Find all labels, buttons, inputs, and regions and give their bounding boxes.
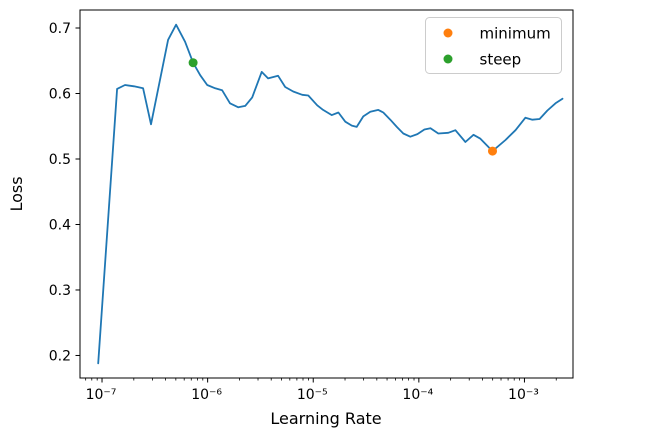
legend-box <box>425 17 562 74</box>
y-tick-label: 0.3 <box>49 283 71 299</box>
x-tick-label: 10⁻⁷ <box>86 387 117 403</box>
plot-border <box>79 9 574 379</box>
y-tick-label: 0.4 <box>49 217 71 233</box>
y-tick-label: 0.5 <box>49 152 71 168</box>
loss-curve <box>97 23 564 365</box>
x-tick-label: 10⁻⁵ <box>297 387 328 403</box>
y-tick-label: 0.7 <box>49 21 71 37</box>
point-markers-group <box>188 58 497 156</box>
x-axis-label: Learning Rate <box>270 409 381 428</box>
x-tick-label: 10⁻⁴ <box>402 387 433 403</box>
x-tick-label: 10⁻⁶ <box>191 387 222 403</box>
legend: minimum steep <box>425 17 562 74</box>
minimum-marker <box>488 146 497 156</box>
steep-marker <box>188 58 198 68</box>
y-axis-label: Loss <box>7 176 26 211</box>
legend-label-steep: steep <box>480 51 522 69</box>
y-axis: 0.2 0.3 0.4 0.5 0.6 0.7 <box>49 21 80 364</box>
x-axis: 10⁻⁷ 10⁻⁶ 10⁻⁵ 10⁻⁴ 10⁻³ <box>85 378 557 403</box>
legend-label-minimum: minimum <box>480 25 551 43</box>
y-tick-label: 0.2 <box>49 348 71 364</box>
legend-marker-steep <box>443 54 453 64</box>
loss-curve-group <box>97 23 564 365</box>
y-tick-label: 0.6 <box>49 87 71 103</box>
legend-marker-minimum <box>443 28 453 38</box>
x-tick-label: 10⁻³ <box>508 387 539 403</box>
